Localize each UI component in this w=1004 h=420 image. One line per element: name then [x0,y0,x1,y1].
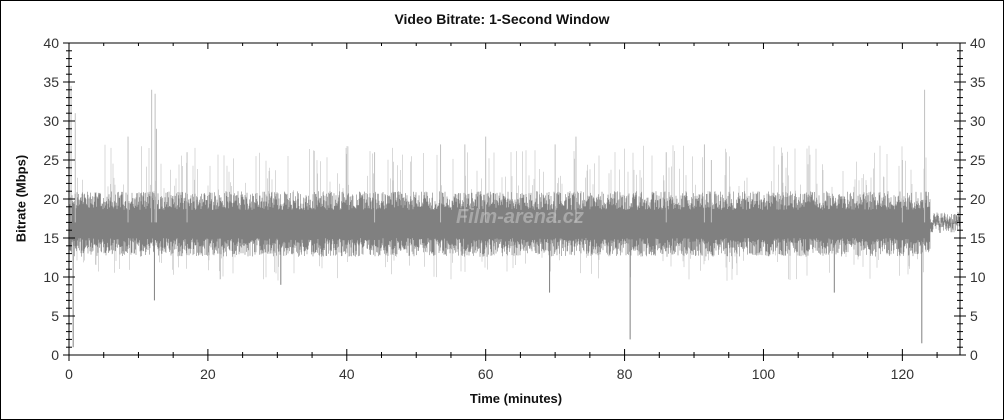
chart-title: Video Bitrate: 1-Second Window [394,11,610,27]
x-tick-label: 0 [65,366,73,382]
y-tick-label-right: 10 [970,269,986,285]
y-tick-label-right: 25 [970,152,986,168]
y-tick-label-left: 10 [43,269,59,285]
y-tick-label-right: 40 [970,35,986,51]
y-tick-label-left: 35 [43,74,59,90]
y-tick-label-right: 15 [970,230,986,246]
y-tick-label-right: 0 [970,347,978,363]
x-tick-label: 80 [617,366,633,382]
y-tick-label-right: 35 [970,74,986,90]
bitrate-series [69,191,960,257]
watermark-logo: Film-arena.cz [456,206,584,228]
x-tick-label: 60 [478,366,494,382]
x-tick-label: 120 [891,366,915,382]
y-tick-label-left: 40 [43,35,59,51]
y-tick-label-left: 15 [43,230,59,246]
y-tick-label-right: 5 [970,308,978,324]
x-tick-label: 40 [339,366,355,382]
x-tick-label: 100 [752,366,776,382]
y-tick-label-left: 25 [43,152,59,168]
y-tick-label-left: 0 [51,347,59,363]
x-tick-label: 20 [200,366,216,382]
y-tick-label-left: 20 [43,191,59,207]
y-tick-label-left: 5 [51,308,59,324]
x-axis-label: Time (minutes) [469,391,563,406]
y-tick-label-right: 30 [970,113,986,129]
y-tick-label-left: 30 [43,113,59,129]
y-tick-label-right: 20 [970,191,986,207]
